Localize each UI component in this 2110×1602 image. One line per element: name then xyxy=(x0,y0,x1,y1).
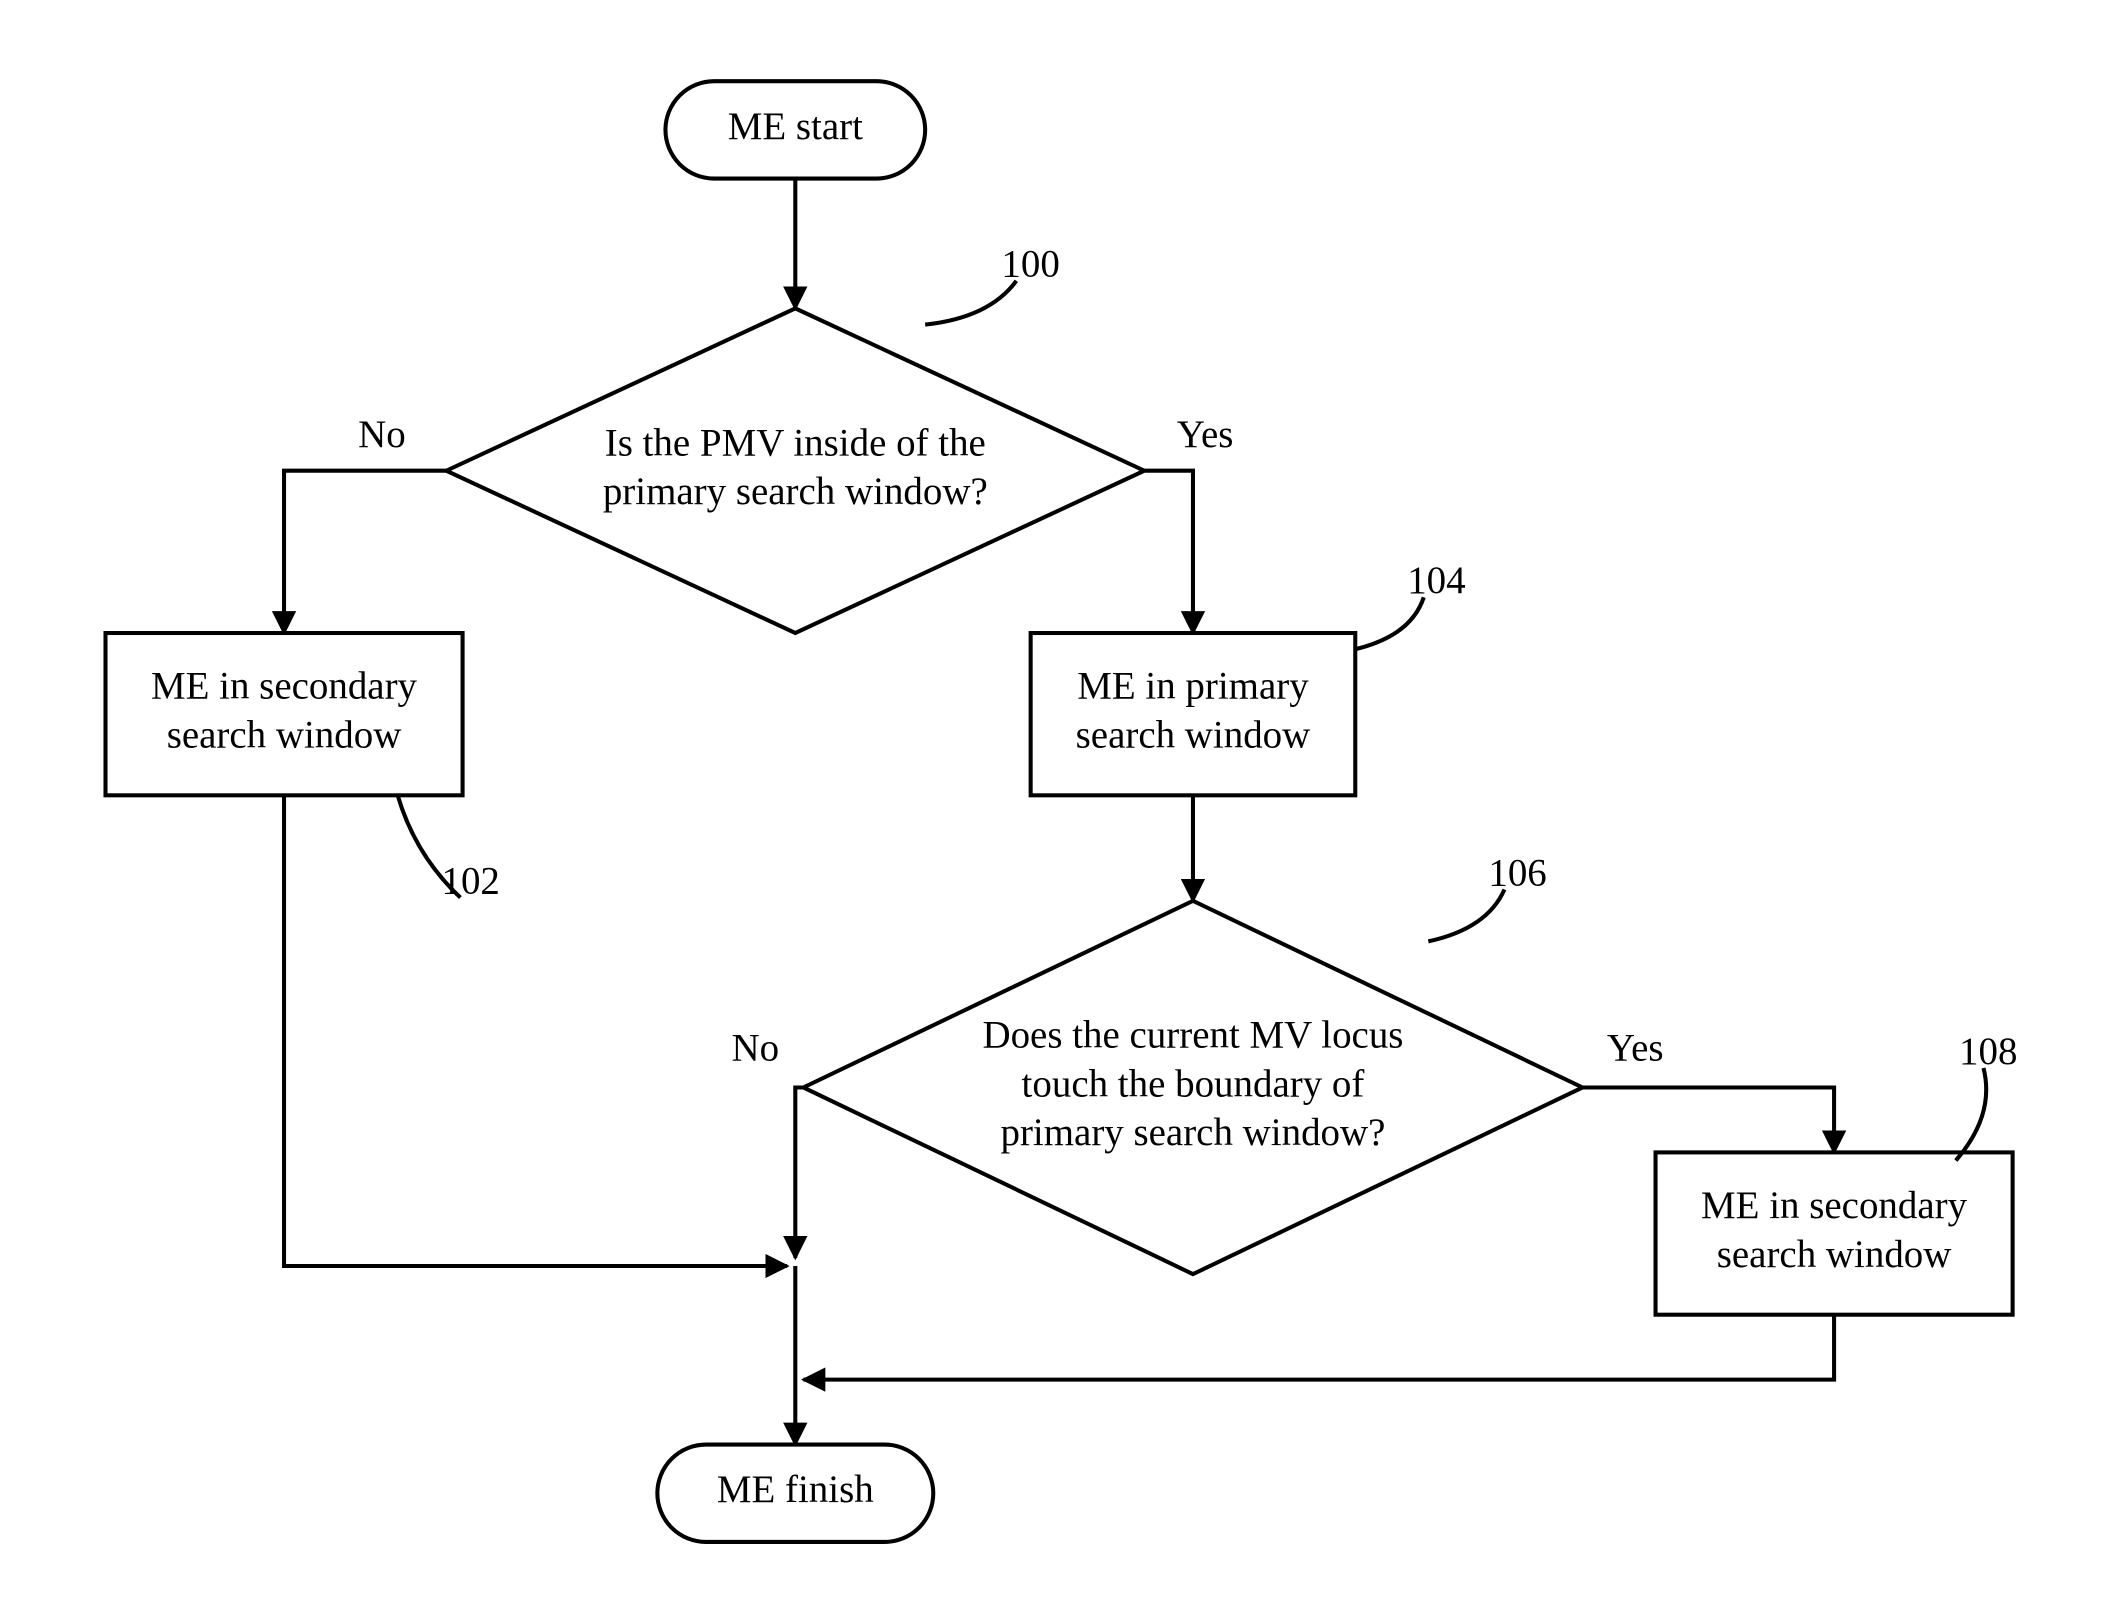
ref-leader-104 xyxy=(1355,597,1423,649)
ref-label-106: 106 xyxy=(1488,851,1546,894)
edge-d100-p104 xyxy=(1144,471,1193,633)
svg-text:Is the PMV inside of the: Is the PMV inside of the xyxy=(605,421,986,464)
node-d106: Does the current MV locus touch the bound… xyxy=(803,901,1582,1274)
edge-label-no: No xyxy=(358,413,406,456)
edge-label-yes: Yes xyxy=(1177,413,1234,456)
edge-label-no: No xyxy=(731,1027,779,1070)
edge-p102-join xyxy=(284,795,787,1266)
ref-label-100: 100 xyxy=(1001,243,1059,286)
edge-d106-join xyxy=(795,1087,803,1257)
ref-label-104: 104 xyxy=(1407,559,1465,602)
flowchart-canvas: No Yes No Yes ME start Is the PMV inside of t… xyxy=(0,0,2110,1602)
svg-text:primary search window?: primary search window? xyxy=(1001,1111,1386,1154)
node-d100: Is the PMV inside of the primary search w… xyxy=(446,308,1144,633)
svg-text:search window: search window xyxy=(1076,713,1311,756)
ref-leader-106 xyxy=(1428,889,1504,941)
svg-text:search window: search window xyxy=(1717,1233,1952,1276)
svg-text:ME start: ME start xyxy=(728,105,863,148)
node-p104: ME in primary search window xyxy=(1031,633,1356,795)
ref-label-108: 108 xyxy=(1959,1030,2017,1073)
svg-text:ME in secondary: ME in secondary xyxy=(151,665,418,708)
edge-p108-join xyxy=(803,1315,1834,1380)
svg-text:ME finish: ME finish xyxy=(717,1468,874,1511)
node-p102: ME in secondary search window xyxy=(106,633,463,795)
node-p108: ME in secondary search window xyxy=(1656,1152,2013,1314)
node-finish: ME finish xyxy=(657,1445,933,1542)
node-start: ME start xyxy=(665,81,925,178)
ref-leader-108 xyxy=(1956,1068,1986,1161)
edge-label-yes: Yes xyxy=(1607,1027,1664,1070)
edge-d106-p108 xyxy=(1583,1087,1835,1152)
edge-d100-p102 xyxy=(284,471,446,633)
ref-leader-100 xyxy=(925,281,1016,325)
svg-text:primary search window?: primary search window? xyxy=(603,470,988,513)
svg-text:touch the boundary of: touch the boundary of xyxy=(1022,1062,1365,1105)
svg-text:search window: search window xyxy=(167,713,402,756)
svg-text:Does the current MV locus: Does the current MV locus xyxy=(982,1014,1403,1057)
ref-label-102: 102 xyxy=(441,860,499,903)
svg-text:ME in secondary: ME in secondary xyxy=(1701,1184,1968,1227)
svg-text:ME in primary: ME in primary xyxy=(1077,665,1309,708)
